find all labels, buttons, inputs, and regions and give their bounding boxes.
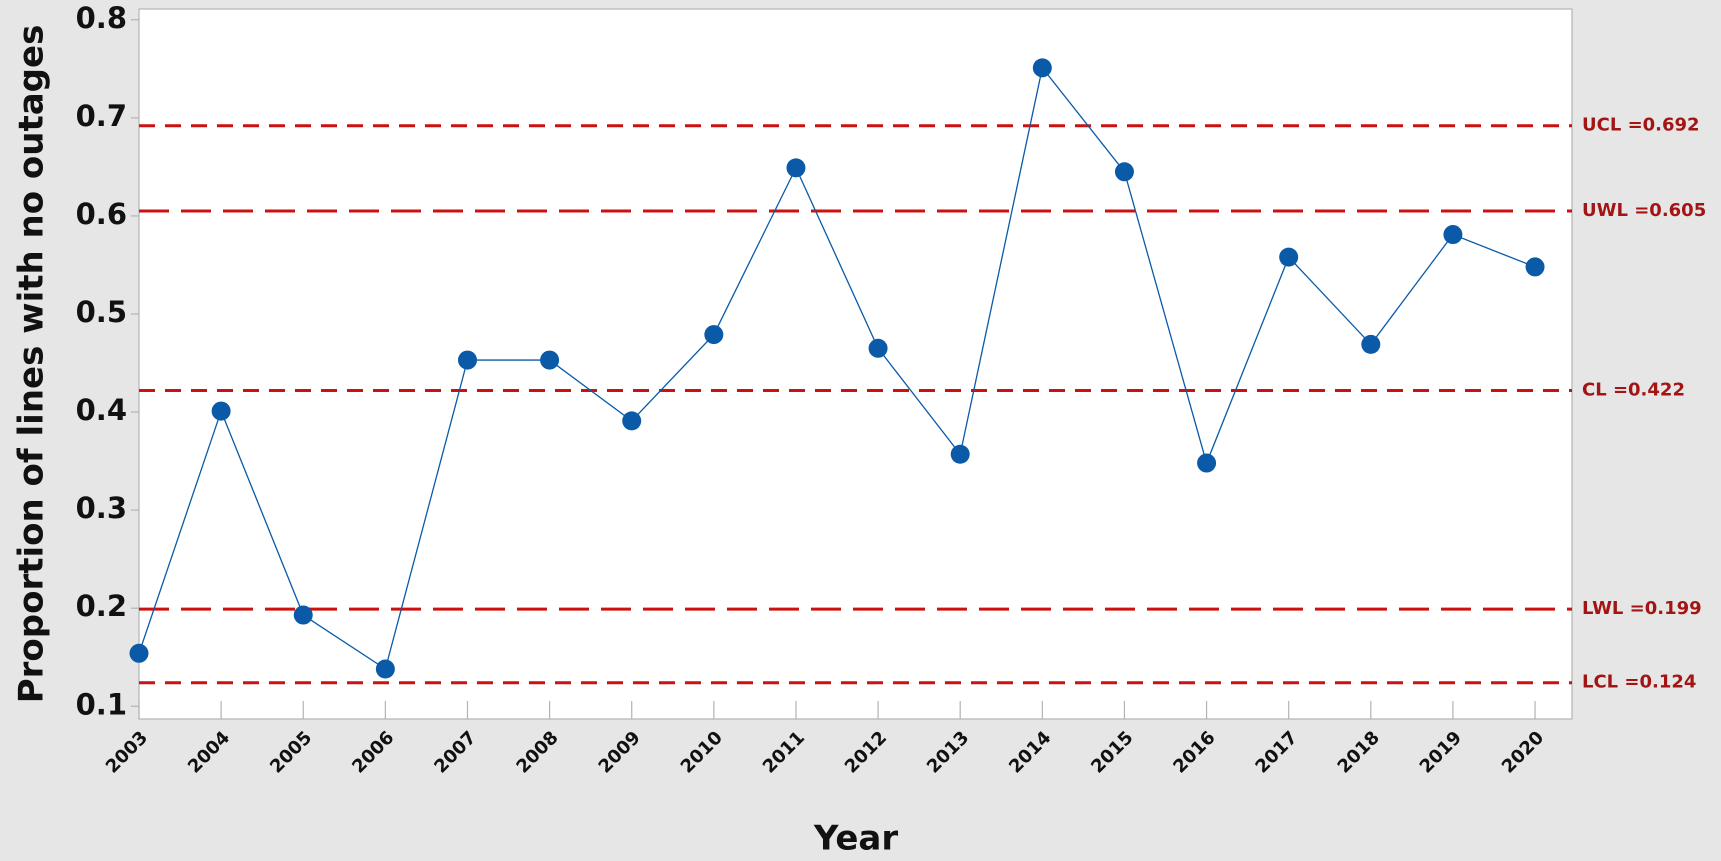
reference-label: UWL =0.605 [1582, 200, 1706, 221]
data-point [704, 325, 724, 345]
data-point [540, 350, 560, 370]
data-point [1361, 334, 1381, 354]
data-point [1525, 257, 1545, 277]
data-point [375, 659, 395, 679]
data-point [786, 158, 806, 178]
data-point [1279, 247, 1299, 267]
y-tick-label: 0.6 [76, 197, 127, 231]
y-tick-label: 0.5 [76, 295, 127, 329]
y-tick-label: 0.1 [76, 687, 127, 721]
data-point [622, 411, 642, 431]
data-point [1443, 225, 1463, 245]
reference-label: CL =0.422 [1582, 379, 1685, 400]
y-tick-label: 0.3 [76, 491, 127, 525]
data-point [457, 350, 477, 370]
data-point [1197, 453, 1217, 473]
y-axis-title: Proportion of lines with no outages [12, 25, 52, 704]
y-tick-label: 0.8 [76, 1, 127, 35]
reference-label: UCL =0.692 [1582, 115, 1700, 136]
data-point [1114, 162, 1134, 182]
x-axis-title: Year [813, 819, 899, 859]
data-point [211, 401, 231, 421]
reference-label: LCL =0.124 [1582, 672, 1696, 693]
data-point [950, 444, 970, 464]
y-tick-label: 0.7 [76, 99, 127, 133]
y-tick-label: 0.2 [76, 589, 127, 623]
data-point [1032, 58, 1052, 78]
reference-label: LWL =0.199 [1582, 598, 1702, 619]
data-point [293, 605, 313, 625]
y-tick-label: 0.4 [76, 393, 127, 427]
plot-area [138, 8, 1573, 720]
data-point [868, 338, 888, 358]
data-point [129, 643, 149, 663]
data-line [138, 66, 1536, 671]
